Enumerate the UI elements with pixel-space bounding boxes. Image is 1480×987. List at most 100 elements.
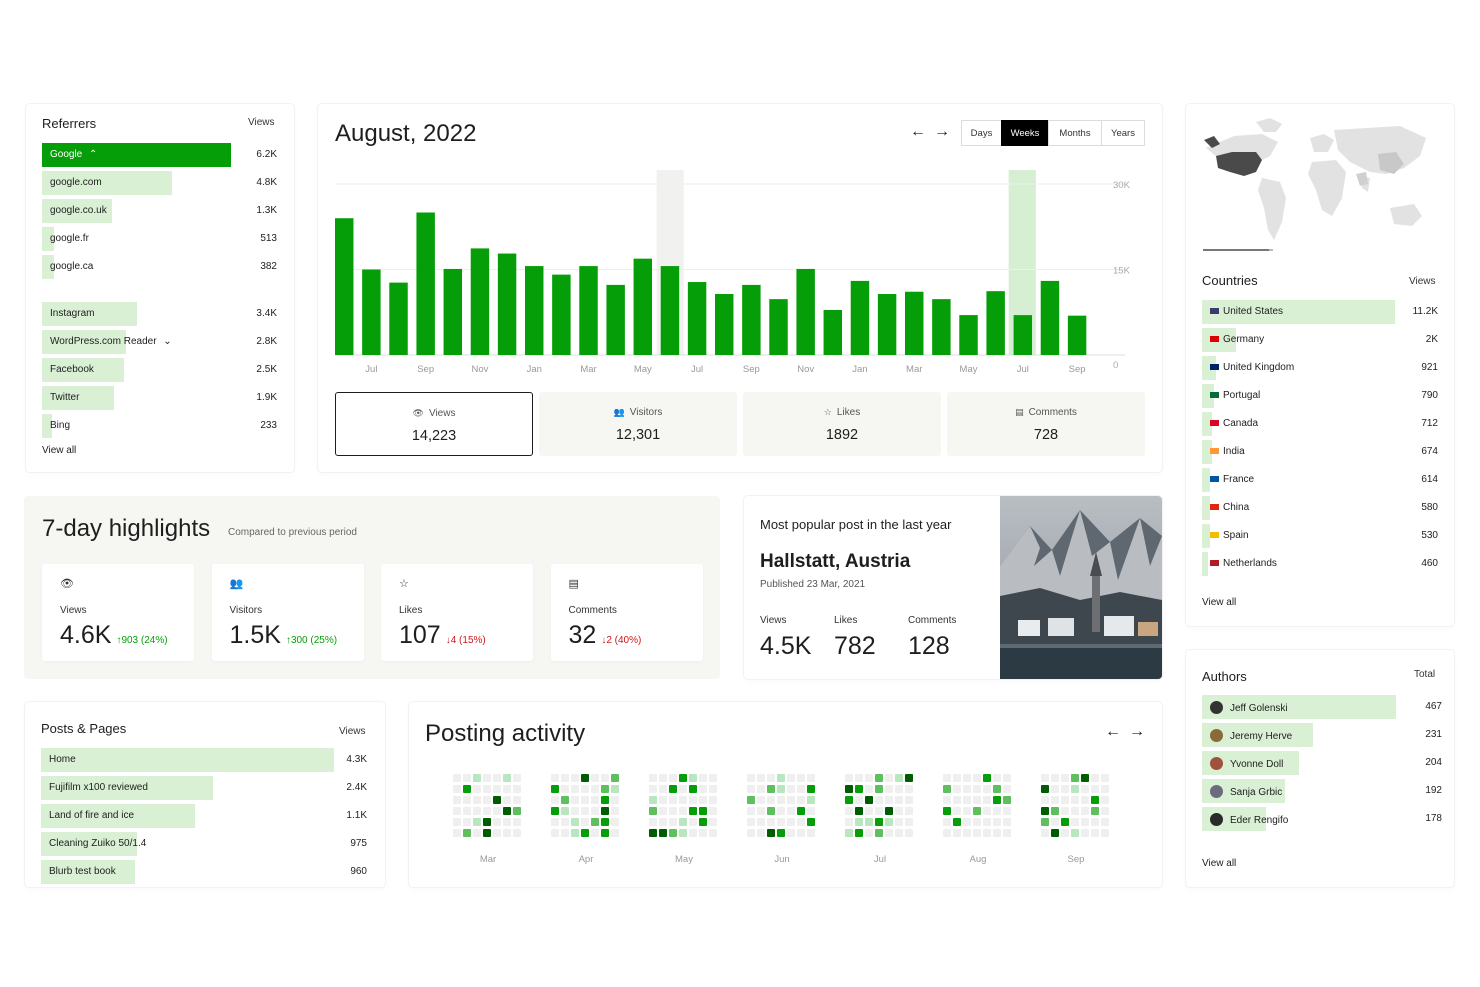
activity-cell[interactable] [709, 829, 717, 837]
activity-cell[interactable] [973, 796, 981, 804]
activity-cell[interactable] [1091, 785, 1099, 793]
activity-cell[interactable] [689, 818, 697, 826]
referrer-row[interactable]: google.com 4.8K [42, 171, 282, 195]
activity-cell[interactable] [1003, 818, 1011, 826]
range-days-button[interactable]: Days [961, 120, 1002, 146]
activity-cell[interactable] [855, 774, 863, 782]
activity-cell[interactable] [453, 774, 461, 782]
activity-cell[interactable] [453, 807, 461, 815]
activity-cell[interactable] [747, 818, 755, 826]
range-months-button[interactable]: Months [1048, 120, 1102, 146]
activity-cell[interactable] [571, 785, 579, 793]
activity-cell[interactable] [1081, 818, 1089, 826]
activity-cell[interactable] [757, 774, 765, 782]
activity-cell[interactable] [973, 785, 981, 793]
referrer-row[interactable]: Bing 233 [42, 414, 282, 438]
activity-cell[interactable] [963, 807, 971, 815]
activity-cell[interactable] [669, 829, 677, 837]
activity-cell[interactable] [963, 774, 971, 782]
range-years-button[interactable]: Years [1101, 120, 1145, 146]
activity-cell[interactable] [601, 807, 609, 815]
activity-cell[interactable] [463, 785, 471, 793]
activity-cell[interactable] [953, 829, 961, 837]
activity-cell[interactable] [493, 796, 501, 804]
activity-cell[interactable] [483, 807, 491, 815]
activity-cell[interactable] [787, 807, 795, 815]
activity-cell[interactable] [551, 818, 559, 826]
activity-cell[interactable] [767, 774, 775, 782]
activity-cell[interactable] [885, 796, 893, 804]
activity-cell[interactable] [551, 807, 559, 815]
activity-cell[interactable] [777, 785, 785, 793]
activity-cell[interactable] [1061, 829, 1069, 837]
activity-cell[interactable] [855, 807, 863, 815]
activity-cell[interactable] [767, 785, 775, 793]
activity-cell[interactable] [571, 818, 579, 826]
popular-post-title[interactable]: Hallstatt, Austria [760, 551, 911, 572]
activity-cell[interactable] [1041, 796, 1049, 804]
world-map[interactable] [1200, 112, 1450, 262]
activity-previous-arrow-icon[interactable]: ← [1105, 723, 1121, 740]
activity-cell[interactable] [1091, 774, 1099, 782]
activity-cell[interactable] [561, 818, 569, 826]
activity-cell[interactable] [983, 807, 991, 815]
activity-cell[interactable] [1061, 785, 1069, 793]
activity-cell[interactable] [503, 818, 511, 826]
activity-cell[interactable] [807, 818, 815, 826]
activity-cell[interactable] [1101, 807, 1109, 815]
activity-cell[interactable] [875, 774, 883, 782]
activity-cell[interactable] [1041, 807, 1049, 815]
activity-cell[interactable] [1081, 774, 1089, 782]
activity-cell[interactable] [679, 818, 687, 826]
post-row[interactable]: Home 4.3K [41, 748, 371, 772]
chevron-down-icon[interactable]: ⌄ [160, 336, 172, 347]
activity-cell[interactable] [551, 774, 559, 782]
activity-cell[interactable] [1091, 807, 1099, 815]
activity-cell[interactable] [777, 796, 785, 804]
countries-view-all-link[interactable]: View all [1202, 597, 1237, 608]
activity-cell[interactable] [1051, 818, 1059, 826]
activity-cell[interactable] [905, 807, 913, 815]
activity-cell[interactable] [689, 796, 697, 804]
activity-cell[interactable] [1071, 829, 1079, 837]
activity-heatmap[interactable]: Mar Apr May Jun Jul Aug Sep [453, 774, 1133, 874]
activity-cell[interactable] [649, 807, 657, 815]
activity-cell[interactable] [659, 807, 667, 815]
activity-cell[interactable] [601, 785, 609, 793]
activity-cell[interactable] [1061, 774, 1069, 782]
activity-cell[interactable] [1041, 774, 1049, 782]
authors-view-all-link[interactable]: View all [1202, 858, 1237, 869]
activity-cell[interactable] [1061, 818, 1069, 826]
activity-cell[interactable] [807, 807, 815, 815]
activity-cell[interactable] [591, 818, 599, 826]
activity-cell[interactable] [1091, 818, 1099, 826]
activity-cell[interactable] [943, 818, 951, 826]
activity-cell[interactable] [709, 818, 717, 826]
activity-cell[interactable] [649, 785, 657, 793]
country-row[interactable]: France 614 [1202, 468, 1442, 492]
activity-cell[interactable] [797, 829, 805, 837]
activity-cell[interactable] [483, 785, 491, 793]
activity-cell[interactable] [787, 785, 795, 793]
activity-cell[interactable] [659, 818, 667, 826]
activity-cell[interactable] [689, 807, 697, 815]
activity-cell[interactable] [1051, 796, 1059, 804]
post-row[interactable]: Fujifilm x100 reviewed 2.4K [41, 776, 371, 800]
activity-cell[interactable] [963, 785, 971, 793]
author-row[interactable]: Jeff Golenski 467 [1202, 695, 1442, 719]
activity-cell[interactable] [493, 774, 501, 782]
activity-cell[interactable] [679, 785, 687, 793]
activity-cell[interactable] [659, 796, 667, 804]
activity-cell[interactable] [885, 829, 893, 837]
activity-cell[interactable] [483, 796, 491, 804]
country-row[interactable]: India 674 [1202, 440, 1442, 464]
activity-cell[interactable] [943, 774, 951, 782]
activity-cell[interactable] [983, 785, 991, 793]
activity-cell[interactable] [679, 829, 687, 837]
activity-cell[interactable] [983, 774, 991, 782]
activity-cell[interactable] [895, 796, 903, 804]
activity-cell[interactable] [463, 796, 471, 804]
activity-cell[interactable] [551, 829, 559, 837]
activity-cell[interactable] [797, 774, 805, 782]
activity-cell[interactable] [699, 807, 707, 815]
